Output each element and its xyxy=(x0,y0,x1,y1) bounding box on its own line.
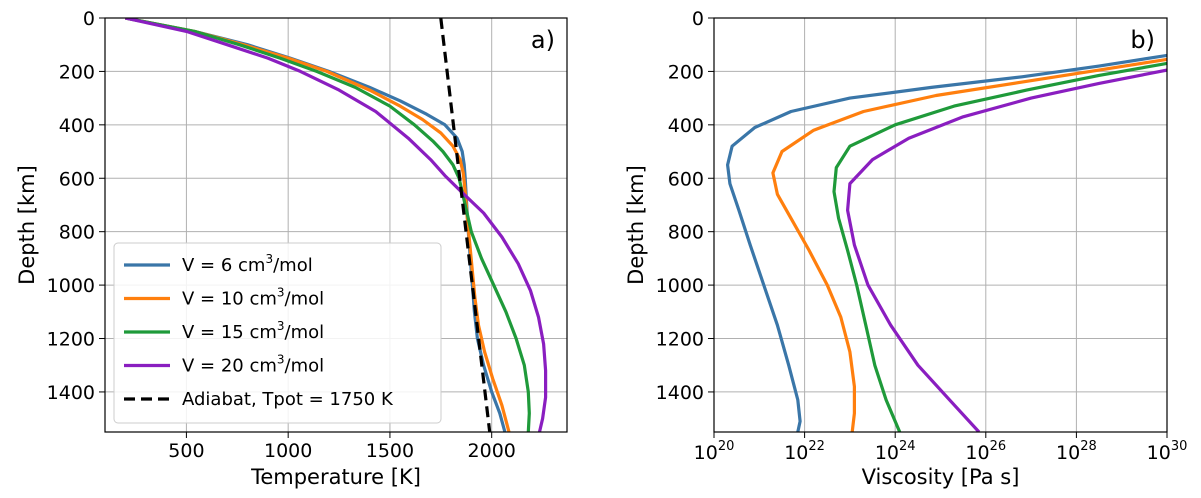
x-tick-label: 1000 xyxy=(264,440,312,462)
x-tick-label: 1022 xyxy=(784,439,825,464)
x-tick-label: 1028 xyxy=(1056,439,1097,464)
series-line-5 xyxy=(439,18,492,432)
x-tick-label: 1020 xyxy=(694,439,735,464)
x-tick-label: 2000 xyxy=(468,440,516,462)
plot-frame xyxy=(104,17,568,433)
y-tick-label: 1000 xyxy=(47,275,95,297)
x-tick-label: 500 xyxy=(168,440,204,462)
y-tick-label: 1400 xyxy=(47,382,95,404)
y-tick-label: 1200 xyxy=(656,329,704,351)
x-axis-label: Viscosity [Pa s] xyxy=(862,465,1020,489)
x-axis-label: Temperature [K] xyxy=(250,465,421,489)
x-tick-label: 1026 xyxy=(965,439,1006,464)
y-tick-label: 1400 xyxy=(656,382,704,404)
x-tick-label: 1030 xyxy=(1147,439,1188,464)
y-tick-label: 400 xyxy=(59,115,95,137)
panel-b-viscosity-chart: 1020 1022 1024 1026 1028 1030 0 200 400 600 800 100… xyxy=(624,8,1187,489)
y-tick-label: 800 xyxy=(668,222,704,244)
legend-box xyxy=(113,242,442,424)
legend-label-5: Adiabat, Tpot = 1750 K xyxy=(182,389,394,410)
y-tick-label: 800 xyxy=(59,222,95,244)
series-line-3 xyxy=(832,61,1167,432)
series-line-4 xyxy=(845,68,1167,432)
y-axis-label: Depth [km] xyxy=(15,165,39,285)
legend-label-2: V = 10 cm3/mol xyxy=(182,286,324,310)
series-line-3 xyxy=(125,18,531,432)
y-tick-label: 1000 xyxy=(656,275,704,297)
y-tick-label: 0 xyxy=(83,8,95,30)
plot-frame xyxy=(713,17,1168,433)
series-line-2 xyxy=(771,57,1167,432)
panel-label: b) xyxy=(1130,26,1155,54)
panel-label: a) xyxy=(531,26,555,54)
y-axis-label: Depth [km] xyxy=(624,165,648,285)
y-tick-label: 200 xyxy=(59,61,95,83)
panel-a-temperature-chart: 500 1000 1500 2000 0 200 400 600 800 1000 1200 1400… xyxy=(15,8,568,489)
y-tick-label: 0 xyxy=(692,8,704,30)
y-tick-label: 600 xyxy=(668,168,704,190)
y-tick-label: 1200 xyxy=(47,329,95,351)
x-tick-label: 1500 xyxy=(366,440,414,462)
legend-label-4: V = 20 cm3/mol xyxy=(182,353,324,377)
y-tick-label: 200 xyxy=(668,61,704,83)
legend-label-3: V = 15 cm3/mol xyxy=(182,319,324,343)
series-line-1 xyxy=(725,53,1167,432)
legend-label-1: V = 6 cm3/mol xyxy=(182,252,313,276)
y-tick-label: 400 xyxy=(668,115,704,137)
y-tick-label: 600 xyxy=(59,168,95,190)
series-line-2 xyxy=(125,18,511,432)
x-tick-label: 1024 xyxy=(875,439,916,464)
